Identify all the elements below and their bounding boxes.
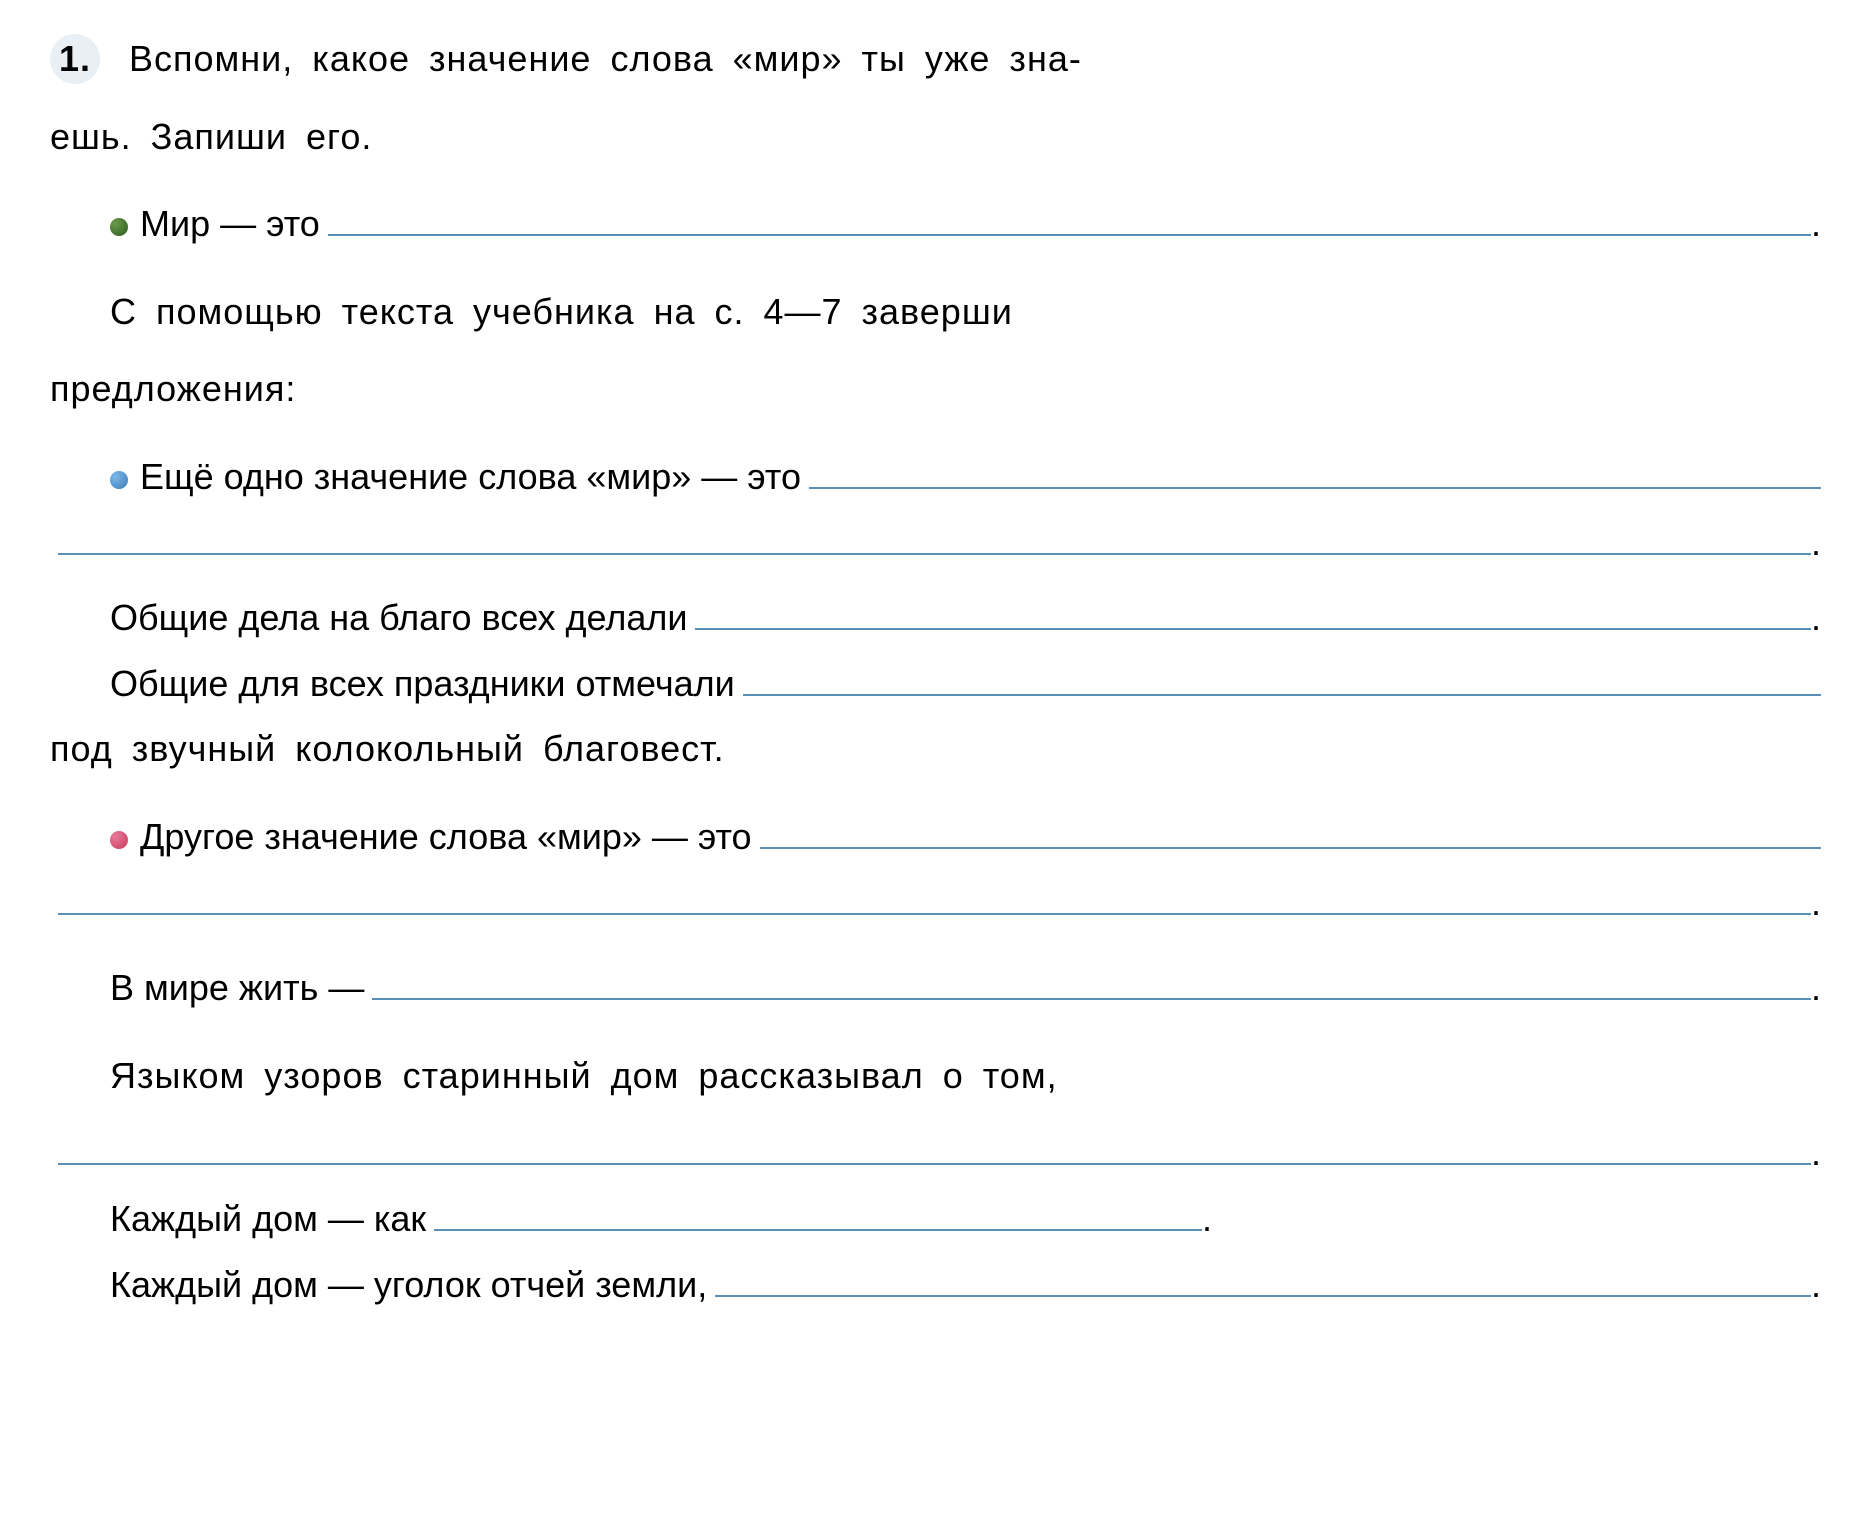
blank-line[interactable] (372, 996, 1811, 1000)
period: . (1811, 514, 1821, 572)
period: . (1811, 1124, 1821, 1182)
each-house-2-line: Каждый дом — уголок отчей земли, . (50, 1256, 1821, 1314)
intro-text-2: ешь. Запиши его. (50, 116, 372, 157)
help-text-1: С помощью текста учебника на с. 4—7 заве… (110, 291, 1013, 332)
blank-full-3: . (50, 1124, 1821, 1182)
blank-line[interactable] (434, 1227, 1202, 1231)
period: . (1811, 195, 1821, 253)
help-line-2: предложения: (50, 360, 1821, 418)
patterns-section: Языком узоров старинный дом рассказывал … (50, 1047, 1821, 1313)
blank-line[interactable] (695, 626, 1811, 630)
help-line-1: С помощью текста учебника на с. 4—7 заве… (50, 283, 1821, 341)
intro-line-2: ешь. Запиши его. (50, 108, 1821, 166)
live-in-peace-line: В мире жить — . (50, 959, 1821, 1017)
question-number-badge: 1. (50, 34, 100, 84)
blank-full-1: . (50, 514, 1821, 572)
bullet-2-section: Ещё одно значение слова «мир» — это . Об… (50, 448, 1821, 778)
bullet-1-section: Мир — это . (50, 195, 1821, 253)
bullet-3-text: Другое значение слова «мир» — это (140, 808, 752, 866)
live-in-peace-text: В мире жить — (110, 959, 364, 1017)
question-intro: 1. Вспомни, какое значение слова «мир» т… (50, 30, 1821, 165)
intro-text-1: Вспомни, какое значение слова «мир» ты у… (129, 38, 1082, 79)
blank-line[interactable] (58, 551, 1811, 555)
period: . (1811, 874, 1821, 932)
common-holidays-text-1: Общие для всех праздники отмечали (110, 655, 735, 713)
common-holidays-text-2: под звучный колокольный благовест. (50, 728, 725, 769)
bullet-green-icon (110, 218, 128, 236)
blank-line[interactable] (760, 845, 1821, 849)
each-house-1-line: Каждый дом — как . (50, 1190, 1821, 1248)
common-holidays-line-1: Общие для всех праздники отмечали (50, 655, 1821, 713)
common-deeds-text: Общие дела на благо всех делали (110, 589, 687, 647)
patterns-line: Языком узоров старинный дом рассказывал … (50, 1047, 1821, 1105)
bullet-1-text: Мир — это (140, 195, 320, 253)
each-house-1-text: Каждый дом — как (110, 1190, 426, 1248)
bullet-3-section: Другое значение слова «мир» — это . В ми… (50, 808, 1821, 1017)
common-deeds-line: Общие дела на благо всех делали . (50, 589, 1821, 647)
bullet-blue-icon (110, 471, 128, 489)
period: . (1811, 959, 1821, 1017)
blank-full-2: . (50, 874, 1821, 932)
bullet-2-text: Ещё одно значение слова «мир» — это (140, 448, 801, 506)
blank-line[interactable] (743, 692, 1821, 696)
blank-line[interactable] (58, 1161, 1811, 1165)
bullet-2-line: Ещё одно значение слова «мир» — это (50, 448, 1821, 506)
blank-line[interactable] (328, 232, 1811, 236)
bullet-1-line: Мир — это . (50, 195, 1821, 253)
bullet-red-icon (110, 831, 128, 849)
help-text-section: С помощью текста учебника на с. 4—7 заве… (50, 283, 1821, 418)
blank-line[interactable] (58, 911, 1811, 915)
intro-line-1: 1. Вспомни, какое значение слова «мир» т… (50, 30, 1821, 88)
patterns-text: Языком узоров старинный дом рассказывал … (110, 1055, 1058, 1096)
each-house-2-text: Каждый дом — уголок отчей земли, (110, 1256, 707, 1314)
period: . (1811, 1256, 1821, 1314)
help-text-2: предложения: (50, 368, 296, 409)
blank-line[interactable] (715, 1293, 1811, 1297)
common-holidays-line-2: под звучный колокольный благовест. (50, 720, 1821, 778)
period: . (1811, 589, 1821, 647)
period: . (1202, 1190, 1212, 1248)
blank-line[interactable] (809, 485, 1821, 489)
bullet-3-line: Другое значение слова «мир» — это (50, 808, 1821, 866)
